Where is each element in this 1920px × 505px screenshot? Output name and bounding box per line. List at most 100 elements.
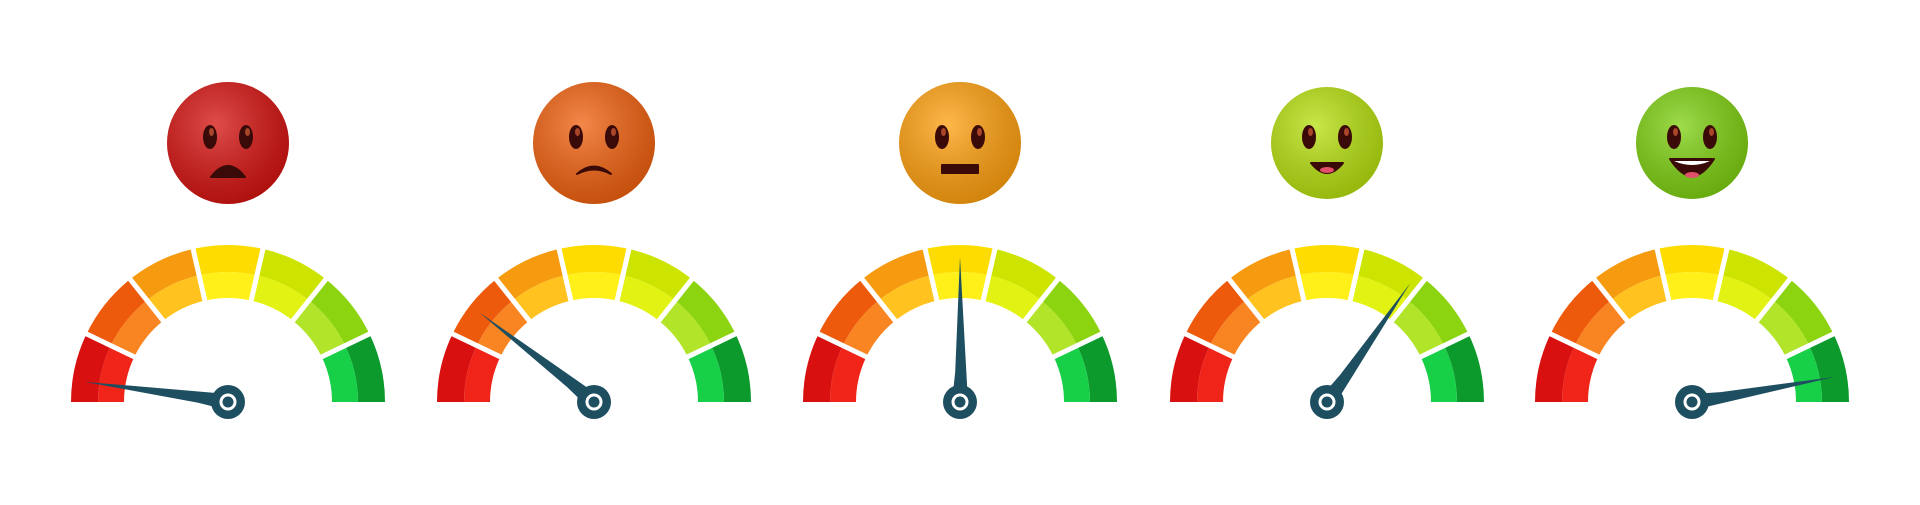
segment-divider: [1783, 331, 1836, 360]
gauge-segment-outer: [559, 245, 629, 276]
eye: [605, 125, 619, 149]
needle-hub-ring: [219, 393, 237, 411]
face-shade: [1271, 87, 1383, 199]
gauge-segment-inner: [1245, 275, 1304, 321]
gauge-segment-outer: [71, 333, 111, 402]
segment-divider: [1183, 331, 1236, 360]
gauge-segment-inner: [1715, 275, 1774, 321]
segment-divider: [1754, 276, 1793, 324]
eye: [569, 125, 583, 149]
segment-divider: [450, 331, 503, 360]
gauge: [803, 82, 1117, 419]
needle-hub: [1310, 385, 1344, 419]
gauge-segment-outer: [1041, 279, 1102, 346]
gauge: [1535, 87, 1849, 419]
gauge-segment-outer: [988, 248, 1058, 301]
mouth-teeth: [1674, 161, 1710, 165]
segment-divider: [190, 247, 208, 303]
gauge: [71, 82, 385, 419]
gauge-segment-inner: [1574, 300, 1628, 357]
gauge-segment-outer: [1408, 279, 1469, 346]
gauge-segment-inner: [1209, 300, 1263, 357]
gauge-segment-inner: [1298, 272, 1356, 301]
mouth: [576, 165, 612, 175]
needle-hub: [211, 385, 245, 419]
gauge-segment-inner: [98, 345, 135, 402]
gauge-segment-inner: [1391, 300, 1445, 357]
segment-divider: [290, 276, 329, 324]
gauge-segment-outer: [1773, 279, 1834, 346]
gauge-segment-inner: [512, 275, 571, 321]
segment-divider: [980, 247, 998, 303]
segment-divider: [1712, 247, 1730, 303]
eye-highlight: [941, 128, 946, 136]
gauge-segment-inner: [1785, 345, 1822, 402]
gauge-segment-inner: [687, 345, 724, 402]
gauge-segment-inner: [476, 300, 530, 357]
segment-divider: [1022, 276, 1061, 324]
gauge-segment-inner: [146, 275, 205, 321]
gauge-segment-inner: [1756, 300, 1810, 357]
needle-hub-ring: [1318, 393, 1336, 411]
gauge-segment-outer: [1535, 333, 1575, 402]
gauge-segment-inner: [464, 345, 501, 402]
segment-divider: [493, 276, 532, 324]
segment-divider: [319, 331, 372, 360]
gauge-segment-outer: [1444, 333, 1484, 402]
needle-hub: [943, 385, 977, 419]
segment-divider: [816, 331, 869, 360]
eye: [971, 125, 985, 149]
eye: [239, 125, 253, 149]
gauge-segment-inner: [110, 300, 164, 357]
gauge: [437, 82, 751, 419]
gauge-segment-outer: [1355, 248, 1425, 301]
gauge-segment-outer: [803, 333, 843, 402]
needle-hub-ring: [585, 393, 603, 411]
eye: [935, 125, 949, 149]
gauge-segment-outer: [496, 248, 566, 301]
segment-divider: [1051, 331, 1104, 360]
gauge-segment-outer: [1077, 333, 1117, 402]
needle: [84, 381, 238, 410]
segment-divider: [1389, 276, 1428, 324]
segment-divider: [859, 276, 898, 324]
needle: [1320, 283, 1411, 411]
gauge-segment-outer: [711, 333, 751, 402]
gauge-segment-outer: [622, 248, 692, 301]
gauge-segment-inner: [199, 271, 257, 301]
segment-divider: [1226, 276, 1265, 324]
segment-divider: [1654, 247, 1672, 303]
gauge-segment-inner: [983, 275, 1042, 321]
eye: [1667, 125, 1681, 149]
gauge-segment-outer: [1170, 333, 1210, 402]
face-shade: [899, 82, 1021, 204]
needle: [952, 257, 968, 412]
segment-divider: [614, 247, 632, 303]
eye: [1302, 125, 1316, 149]
gauge-segment-outer: [1720, 248, 1790, 301]
gauge-segment-inner: [1420, 345, 1457, 402]
gauge-segment-inner: [878, 275, 937, 321]
segment-divider: [685, 331, 738, 360]
eye-highlight: [209, 128, 214, 136]
segment-divider: [656, 276, 695, 324]
segment-divider: [556, 247, 574, 303]
gauge-segment-outer: [1550, 279, 1611, 346]
gauge-segment-inner: [658, 300, 712, 357]
gauge-segment-outer: [130, 248, 200, 301]
gauge-segment-outer: [193, 245, 263, 276]
gauge-segment-outer: [1185, 279, 1246, 346]
gauge-segment-inner: [292, 300, 346, 357]
gauge-segment-outer: [345, 333, 385, 402]
gauge-segment-outer: [1594, 248, 1664, 301]
gauge-segment-outer: [1292, 245, 1362, 276]
segment-divider: [1347, 247, 1365, 303]
eye-highlight: [1344, 128, 1349, 136]
mouth: [210, 165, 246, 178]
needle: [1682, 376, 1835, 410]
eye-highlight: [1673, 128, 1678, 136]
gauge-segment-outer: [675, 279, 736, 346]
gauge-segment-outer: [437, 333, 477, 402]
